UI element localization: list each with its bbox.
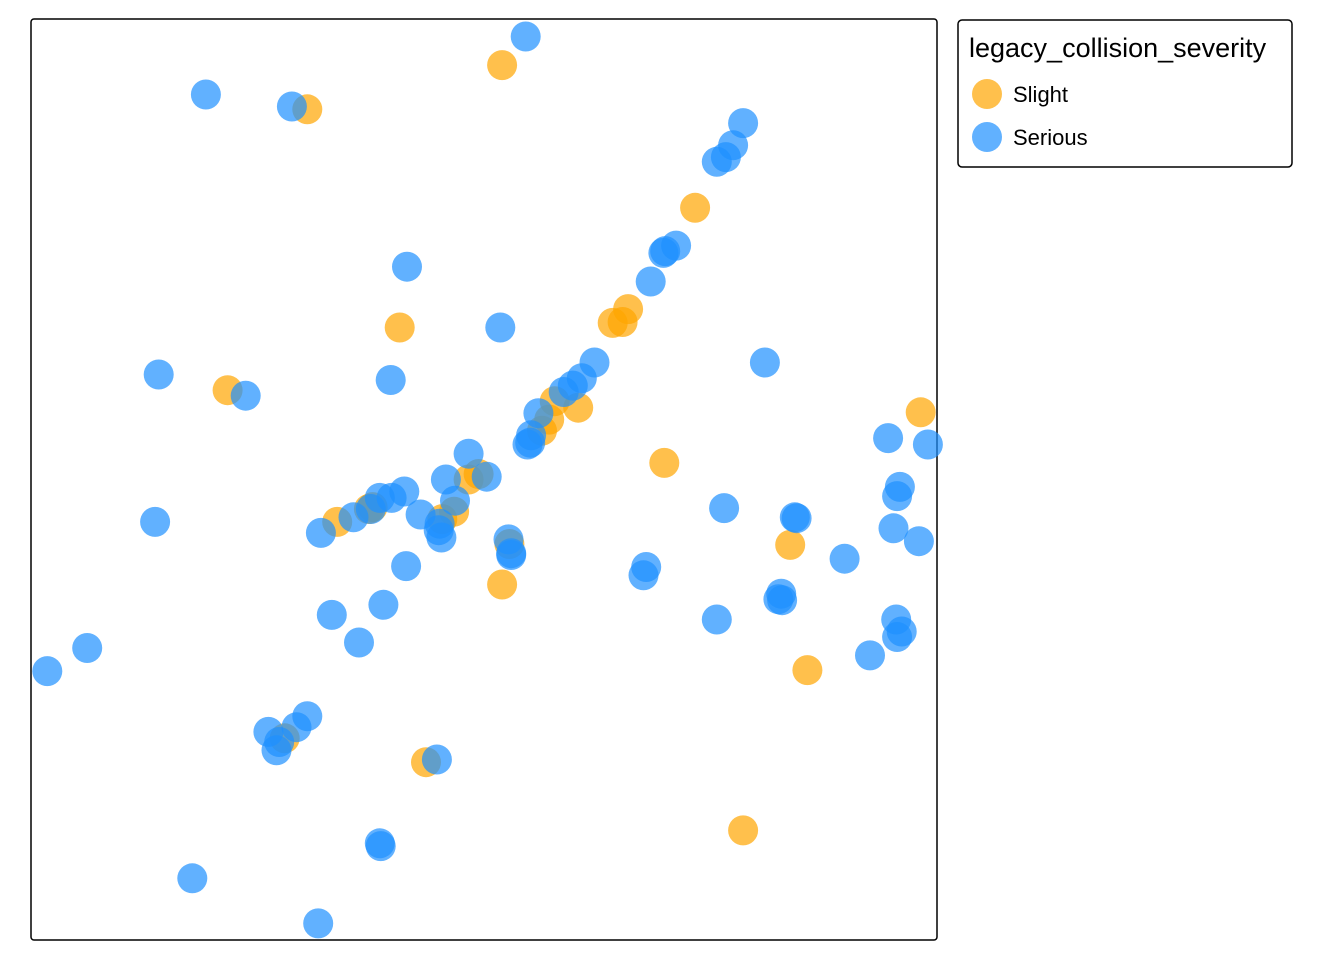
point-serious-49 <box>882 481 913 512</box>
point-serious-15 <box>635 266 666 297</box>
point-serious-54 <box>628 560 659 591</box>
legend-title: legacy_collision_severity <box>969 33 1267 63</box>
point-serious-1 <box>190 79 221 110</box>
point-serious-57 <box>763 584 794 615</box>
point-serious-6 <box>230 380 261 411</box>
point-serious-14 <box>650 236 681 267</box>
point-serious-78 <box>303 908 334 939</box>
point-serious-68 <box>855 640 885 671</box>
point-serious-33 <box>338 502 369 533</box>
point-slight-2 <box>384 312 415 343</box>
point-slight-0 <box>487 50 518 81</box>
point-serious-45 <box>779 502 810 533</box>
legend-label-slight: Slight <box>1013 82 1068 107</box>
point-serious-63 <box>72 633 103 663</box>
point-serious-74 <box>421 744 452 775</box>
legend-swatch-serious <box>972 122 1002 152</box>
point-serious-73 <box>261 735 292 766</box>
point-serious-64 <box>32 656 63 687</box>
point-slight-7 <box>613 294 644 325</box>
point-serious-58 <box>701 604 732 635</box>
point-serious-50 <box>878 513 909 544</box>
point-serious-77 <box>177 863 208 894</box>
point-serious-59 <box>391 551 422 582</box>
points-layer <box>32 21 943 939</box>
point-serious-60 <box>368 589 399 620</box>
point-serious-52 <box>829 543 860 574</box>
point-serious-5 <box>143 359 174 390</box>
point-serious-2 <box>276 91 307 122</box>
point-serious-38 <box>423 515 454 546</box>
point-serious-25 <box>453 438 484 469</box>
point-serious-3 <box>392 251 422 282</box>
point-serious-26 <box>471 461 502 492</box>
point-serious-11 <box>701 146 732 177</box>
point-serious-76 <box>365 831 396 862</box>
point-serious-43 <box>709 493 740 524</box>
point-serious-34 <box>305 517 336 548</box>
point-serious-7 <box>375 365 406 395</box>
point-slight-20 <box>487 569 518 600</box>
point-serious-0 <box>510 21 541 52</box>
point-serious-28 <box>440 485 470 516</box>
point-slight-22 <box>905 397 936 428</box>
point-serious-51 <box>903 526 934 557</box>
point-serious-42 <box>140 506 171 537</box>
legend-swatch-slight <box>972 79 1002 109</box>
point-serious-41 <box>496 538 527 569</box>
point-serious-16 <box>749 347 780 378</box>
legend-label-serious: Serious <box>1013 125 1088 150</box>
legend: legacy_collision_severity Slight Serious <box>957 19 1293 168</box>
point-serious-67 <box>882 622 913 652</box>
point-slight-4 <box>680 192 711 223</box>
point-serious-62 <box>344 627 374 658</box>
point-slight-26 <box>728 815 759 846</box>
point-serious-61 <box>316 599 347 630</box>
legend-box <box>957 19 1293 168</box>
point-slight-24 <box>792 655 823 686</box>
point-slight-21 <box>649 447 680 478</box>
point-slight-23 <box>775 529 806 560</box>
point-serious-20 <box>548 377 579 407</box>
point-serious-47 <box>912 429 943 460</box>
point-serious-46 <box>873 423 904 454</box>
point-serious-24 <box>515 427 546 458</box>
point-serious-4 <box>485 312 516 343</box>
